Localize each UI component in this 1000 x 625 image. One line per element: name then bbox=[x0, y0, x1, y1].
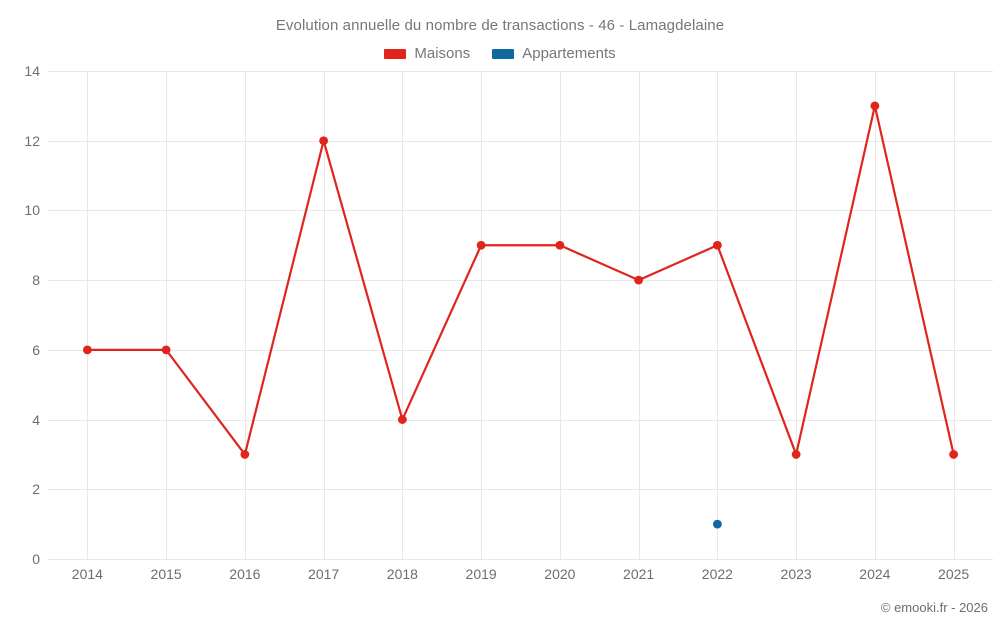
data-point-maisons-2021[interactable] bbox=[634, 275, 644, 285]
gridline-horizontal bbox=[48, 419, 993, 421]
x-tick-label: 2024 bbox=[859, 566, 891, 582]
gridline-horizontal bbox=[48, 349, 993, 351]
x-tick-label: 2021 bbox=[623, 566, 655, 582]
gridline-horizontal bbox=[48, 559, 993, 560]
gridline-vertical bbox=[717, 71, 719, 559]
gridline-vertical bbox=[244, 71, 246, 559]
data-point-maisons-2018[interactable] bbox=[397, 415, 407, 424]
x-tick-label: 2020 bbox=[544, 566, 576, 582]
y-tick-label: 8 bbox=[32, 272, 40, 289]
gridline-vertical bbox=[559, 71, 561, 559]
gridline-vertical bbox=[323, 71, 325, 559]
data-point-maisons-2015[interactable] bbox=[161, 345, 171, 355]
data-point-maisons-2016[interactable] bbox=[240, 450, 250, 459]
legend-entry-appartements[interactable]: Appartements bbox=[492, 45, 616, 62]
gridline-vertical bbox=[638, 71, 640, 559]
y-tick-label: 10 bbox=[24, 202, 40, 219]
x-tick-label: 2017 bbox=[308, 566, 340, 582]
data-point-maisons-2014[interactable] bbox=[82, 345, 92, 355]
gridline-horizontal bbox=[48, 140, 993, 142]
data-point-maisons-2019[interactable] bbox=[476, 240, 486, 250]
x-tick-label: 2016 bbox=[229, 566, 261, 582]
gridline-vertical bbox=[87, 71, 89, 559]
x-tick-label: 2019 bbox=[465, 566, 497, 582]
data-point-maisons-2022[interactable] bbox=[712, 240, 722, 250]
x-tick-label: 2023 bbox=[780, 566, 812, 582]
gridline-horizontal bbox=[48, 210, 993, 212]
gridline-vertical bbox=[481, 71, 483, 559]
y-tick-label: 6 bbox=[32, 341, 40, 358]
x-tick-label: 2025 bbox=[938, 566, 970, 582]
legend-swatch-icon bbox=[384, 48, 407, 59]
data-point-maisons-2024[interactable] bbox=[870, 101, 880, 111]
gridline-vertical bbox=[402, 71, 404, 559]
y-tick-label: 0 bbox=[32, 551, 40, 567]
x-tick-label: 2014 bbox=[71, 566, 103, 582]
series-line-maisons bbox=[86, 104, 955, 456]
gridline-vertical bbox=[874, 71, 876, 559]
gridline-vertical bbox=[953, 71, 955, 559]
y-axis: 0 2 4 6 8 10 12 14 bbox=[0, 63, 40, 567]
legend-label: Appartements bbox=[522, 45, 616, 62]
chart-legend: Maisons Appartements bbox=[0, 45, 1000, 62]
data-point-maisons-2017[interactable] bbox=[319, 136, 329, 146]
x-axis: 2014 2015 2016 2017 2018 2019 2020 2021 2022 2023… bbox=[48, 566, 993, 590]
y-tick-label: 2 bbox=[32, 481, 40, 498]
data-point-appartements-2022[interactable] bbox=[712, 519, 722, 529]
gridline-vertical bbox=[796, 71, 798, 559]
copyright-footer: © emooki.fr - 2026 bbox=[880, 600, 988, 615]
y-tick-label: 12 bbox=[24, 132, 40, 149]
legend-entry-maisons[interactable]: Maisons bbox=[384, 45, 470, 62]
x-tick-label: 2018 bbox=[386, 566, 418, 582]
gridline-vertical bbox=[166, 71, 168, 559]
legend-label: Maisons bbox=[414, 45, 471, 62]
data-point-maisons-2023[interactable] bbox=[791, 450, 801, 459]
data-point-maisons-2020[interactable] bbox=[555, 240, 565, 250]
y-tick-label: 4 bbox=[32, 411, 40, 428]
x-tick-label: 2022 bbox=[701, 566, 733, 582]
plot-area bbox=[48, 71, 993, 560]
y-tick-label: 14 bbox=[24, 63, 40, 79]
gridline-horizontal bbox=[48, 280, 993, 282]
x-tick-label: 2015 bbox=[150, 566, 182, 582]
series-layer bbox=[82, 101, 959, 529]
chart-title: Evolution annuelle du nombre de transact… bbox=[275, 17, 725, 34]
legend-swatch-icon bbox=[492, 48, 515, 59]
gridline-horizontal bbox=[48, 489, 993, 491]
data-point-maisons-2025[interactable] bbox=[949, 450, 959, 459]
gridline-horizontal bbox=[48, 71, 993, 72]
